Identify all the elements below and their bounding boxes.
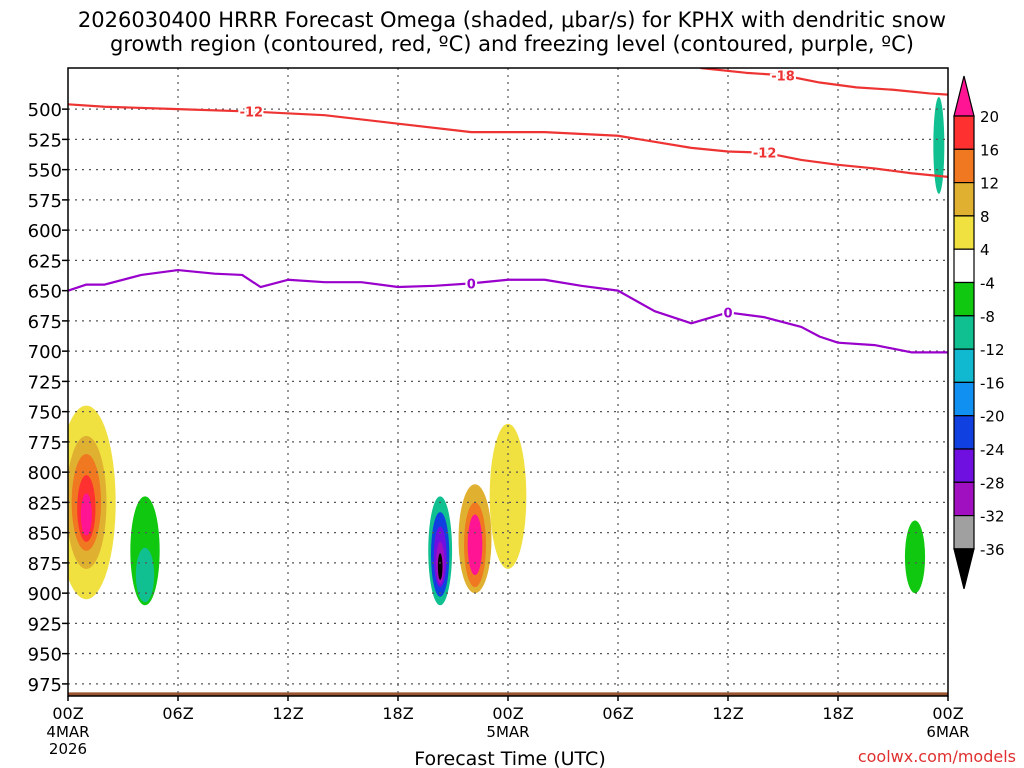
colorbar-label-7: -12 bbox=[980, 341, 1005, 359]
y-tick-label-950: 950 bbox=[28, 645, 62, 666]
watermark: coolwx.com/models bbox=[858, 747, 1016, 766]
y-tick-label-825: 825 bbox=[28, 493, 62, 514]
x-tick-label-24: 00Z bbox=[492, 704, 523, 723]
x-tick-label-12: 12Z bbox=[272, 704, 303, 723]
freezing-level-contour-label: 0 bbox=[723, 306, 732, 321]
chart-title-line-1: 2026030400 HRRR Forecast Omega (shaded, … bbox=[77, 8, 947, 32]
y-tick-label-975: 975 bbox=[28, 675, 62, 696]
x-tick-label-48: 00Z bbox=[932, 704, 963, 723]
colorbar-label-9: -20 bbox=[980, 408, 1005, 426]
y-tick-label-850: 850 bbox=[28, 524, 62, 545]
colorbar-label-0: 20 bbox=[980, 108, 999, 126]
y-tick-label-675: 675 bbox=[28, 312, 62, 333]
minus18-contour-line bbox=[700, 68, 948, 96]
y-tick-label-700: 700 bbox=[28, 342, 62, 363]
x-tick-label-30: 06Z bbox=[602, 704, 633, 723]
colorbar-swatch-1 bbox=[953, 115, 975, 150]
colorbar-label-4: 4 bbox=[980, 241, 990, 259]
colorbar-label-6: -8 bbox=[980, 308, 995, 326]
x-tick-year-0: 2026 bbox=[49, 740, 87, 758]
x-tick-date-24: 5MAR bbox=[486, 723, 529, 741]
x-tick-label-36: 12Z bbox=[712, 704, 743, 723]
colorbar-swatch-8 bbox=[953, 348, 975, 384]
colorbar-swatch-6 bbox=[953, 281, 975, 317]
colorbar-swatch-3 bbox=[953, 182, 975, 217]
chart-title-line-2: growth region (contoured, red, ºC) and f… bbox=[110, 32, 914, 56]
x-tick-label-0: 00Z bbox=[52, 704, 83, 723]
minus12-contour-label: -12 bbox=[240, 106, 264, 121]
colorbar-label-8: -16 bbox=[980, 374, 1005, 392]
colorbar-label-10: -24 bbox=[980, 441, 1005, 459]
y-axis: 500 525 550 575 600 625 650 675 700 725 750 775 800 8… bbox=[28, 100, 68, 696]
y-tick-label-925: 925 bbox=[28, 614, 62, 635]
colorbar-top-arrow bbox=[953, 75, 975, 117]
y-tick-label-775: 775 bbox=[28, 433, 62, 454]
colorbar-label-2: 12 bbox=[980, 175, 999, 193]
colorbar-label-1: 16 bbox=[980, 141, 999, 159]
colorbar-label-11: -28 bbox=[980, 474, 1005, 492]
colorbar-swatch-5 bbox=[953, 248, 975, 284]
colorbar-swatch-13 bbox=[953, 514, 975, 550]
minus12-contour-label: -12 bbox=[753, 147, 777, 162]
colorbar-swatch-10 bbox=[953, 415, 975, 450]
omega-region-17 bbox=[904, 520, 926, 594]
x-tick-label-42: 18Z bbox=[822, 704, 853, 723]
colorbar-label-13: -36 bbox=[980, 541, 1005, 559]
colorbar-swatch-9 bbox=[953, 381, 975, 417]
y-tick-label-575: 575 bbox=[28, 191, 62, 212]
y-tick-label-525: 525 bbox=[28, 130, 62, 151]
colorbar-label-3: 8 bbox=[980, 208, 990, 226]
x-tick-date-0: 4MAR bbox=[46, 723, 89, 741]
freezing-level-contour-label: 0 bbox=[467, 277, 476, 292]
y-tick-label-800: 800 bbox=[28, 463, 62, 484]
x-tick-date-48: 6MAR bbox=[926, 723, 969, 741]
colorbar-label-12: -32 bbox=[980, 508, 1005, 526]
y-tick-label-900: 900 bbox=[28, 584, 62, 605]
y-tick-label-725: 725 bbox=[28, 372, 62, 393]
ground-layer bbox=[68, 692, 948, 696]
colorbar: 20 16 12 8 4 -4 -8 -12 -16 -20 -24 -28 -32 -36 bbox=[953, 75, 1005, 590]
colorbar-label-5: -4 bbox=[980, 275, 995, 293]
y-tick-label-875: 875 bbox=[28, 554, 62, 575]
omega-region-6 bbox=[135, 547, 155, 603]
omega-region-18 bbox=[933, 97, 945, 194]
omega-shading-layer bbox=[68, 97, 948, 696]
y-tick-label-750: 750 bbox=[28, 403, 62, 424]
y-tick-label-625: 625 bbox=[28, 251, 62, 272]
omega-region-4 bbox=[80, 493, 92, 536]
colorbar-swatch-7 bbox=[953, 315, 975, 350]
x-tick-label-6: 06Z bbox=[162, 704, 193, 723]
x-axis-label: Forecast Time (UTC) bbox=[414, 748, 605, 768]
colorbar-bottom-arrow bbox=[953, 548, 975, 590]
freezing-level-contour-line bbox=[68, 268, 948, 354]
y-tick-label-550: 550 bbox=[28, 161, 62, 182]
y-tick-label-600: 600 bbox=[28, 221, 62, 242]
colorbar-swatch-12 bbox=[953, 481, 975, 517]
x-tick-label-18: 18Z bbox=[382, 704, 413, 723]
omega-region-10 bbox=[467, 514, 483, 575]
colorbar-swatch-2 bbox=[953, 148, 975, 184]
contour-layer: 0 0 -12 -12 -18 bbox=[68, 68, 948, 354]
y-tick-label-500: 500 bbox=[28, 100, 62, 121]
minus18-contour-label: -18 bbox=[771, 69, 795, 84]
minus12-contour-line bbox=[68, 103, 948, 178]
omega-region-16 bbox=[437, 553, 443, 580]
colorbar-swatch-11 bbox=[953, 448, 975, 483]
colorbar-swatch-4 bbox=[953, 215, 975, 250]
y-tick-label-650: 650 bbox=[28, 282, 62, 303]
